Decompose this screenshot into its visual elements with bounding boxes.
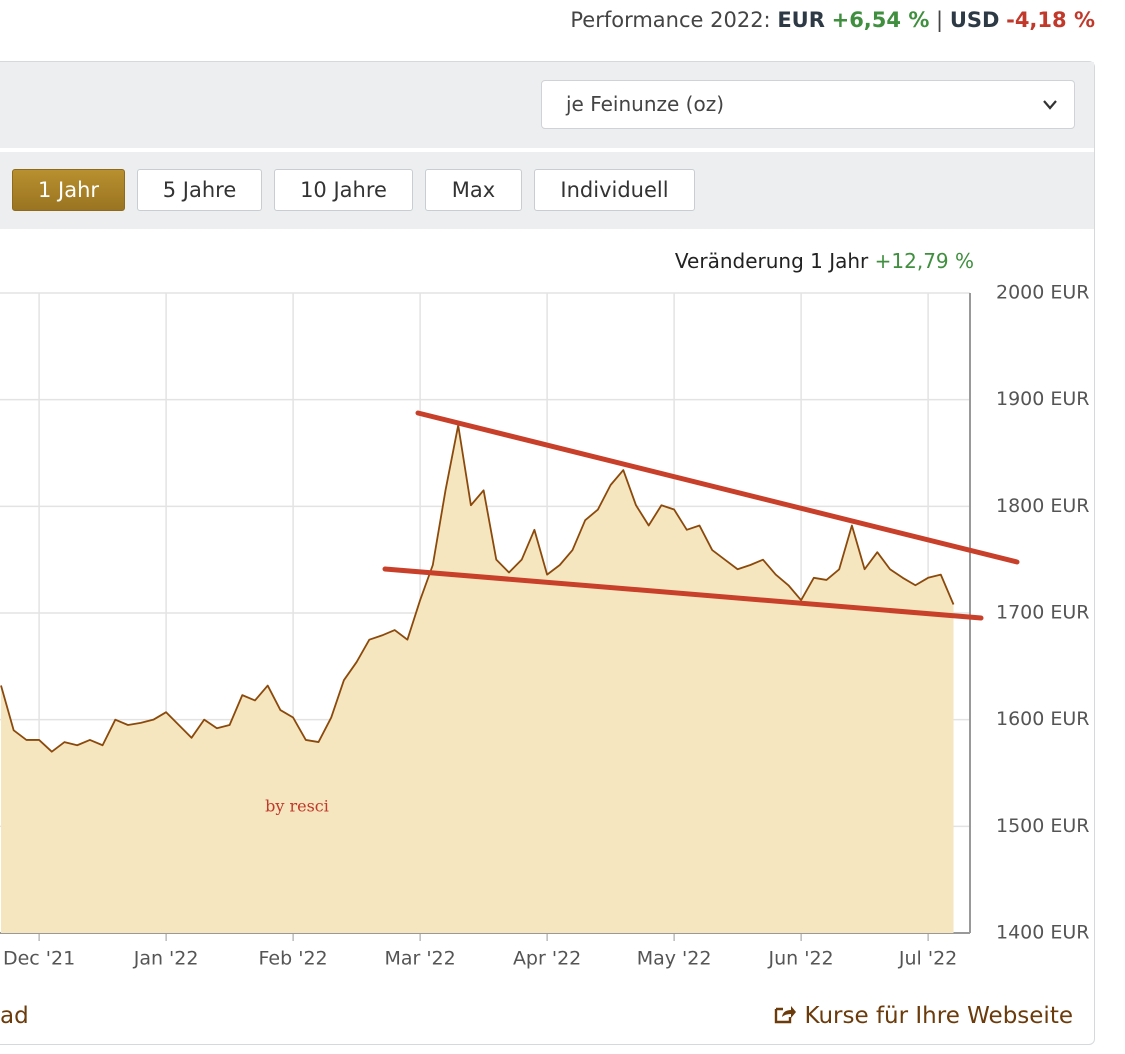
x-tick-label: Jul '22 <box>898 948 957 970</box>
performance: Performance 2022: EUR +6,54 % | USD -4,1… <box>570 8 1095 32</box>
footer-link[interactable]: Kurse für Ihre Webseite <box>773 1003 1073 1029</box>
y-tick-label: 2000 EUR <box>996 282 1090 304</box>
currency: USD <box>949 8 1000 32</box>
line <box>0 424 955 753</box>
range-button[interactable]: 1 Jahr <box>12 169 125 211</box>
y-tick-label: 1800 EUR <box>996 495 1090 517</box>
range-button[interactable]: 5 Jahre <box>137 169 262 211</box>
y-tick-label: 1700 EUR <box>996 602 1090 624</box>
annotation: by resci <box>265 797 329 816</box>
change-label: Veränderung 1 Jahr <box>674 249 869 273</box>
x-tick-label: Feb '22 <box>259 948 328 970</box>
x-tick-label: Mar '22 <box>384 948 455 970</box>
change: Veränderung 1 Jahr +12,79 % <box>675 249 974 273</box>
currency: EUR <box>777 8 825 32</box>
area <box>1 425 954 933</box>
y-tick-label: 1900 EUR <box>996 388 1090 410</box>
x-tick-label: Jun '22 <box>768 948 834 970</box>
footer-link-text: Kurse für Ihre Webseite <box>804 1003 1073 1029</box>
x-tick-label: May '22 <box>637 948 712 970</box>
performance-label: Performance 2022: <box>570 8 771 32</box>
share-icon <box>775 1006 797 1024</box>
y-tick-label: 1600 EUR <box>996 708 1090 730</box>
footer-link[interactable]: ad <box>0 1003 29 1029</box>
series <box>0 424 955 933</box>
y-tick-label: 1400 EUR <box>996 922 1090 944</box>
unit-select-text: je Feinunze (oz) <box>566 92 725 116</box>
range-button[interactable]: Max <box>425 169 522 211</box>
trend-line <box>382 566 984 621</box>
separator: | <box>936 8 944 32</box>
x-tick-label: Dec '21 <box>3 948 75 970</box>
unit-select[interactable]: je Feinunze (oz) <box>541 80 1075 129</box>
x-tick-label: Jan '22 <box>133 948 199 970</box>
range-button[interactable]: Individuell <box>534 169 695 211</box>
x-tick-label: Apr '22 <box>513 948 581 970</box>
range-button[interactable]: 10 Jahre <box>274 169 413 211</box>
y-tick-label: 1500 EUR <box>996 815 1090 837</box>
eur-performance: +6,54 % <box>831 8 930 32</box>
chevron <box>1043 100 1057 110</box>
change-value: +12,79 % <box>874 249 974 273</box>
usd-performance: -4,18 % <box>1006 8 1095 32</box>
trend-line <box>415 410 1020 565</box>
